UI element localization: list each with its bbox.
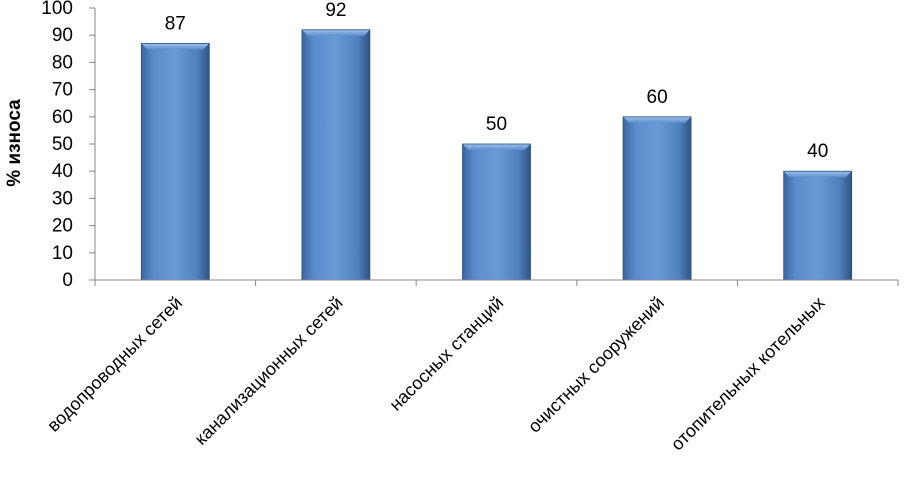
y-tick-label: 60 bbox=[52, 107, 73, 128]
bar-group bbox=[140, 42, 210, 281]
bar-group bbox=[462, 143, 531, 281]
bar bbox=[783, 171, 852, 280]
bar-group bbox=[301, 29, 371, 281]
bar bbox=[141, 43, 210, 280]
bar bbox=[301, 29, 370, 281]
category-label: очистных сооружений bbox=[524, 293, 668, 437]
y-axis-title: % износа bbox=[4, 99, 25, 187]
y-axis: 0 10 20 30 40 50 60 70 80 90 100 bbox=[41, 0, 96, 291]
data-label: 87 bbox=[165, 13, 186, 34]
y-tick-label: 70 bbox=[52, 80, 73, 101]
y-tick-label: 50 bbox=[52, 134, 73, 155]
bar bbox=[623, 116, 692, 280]
y-tick-label: 80 bbox=[52, 52, 73, 73]
y-tick-label: 10 bbox=[52, 243, 73, 264]
data-label: 40 bbox=[807, 141, 828, 162]
category-label: водопроводных сетей bbox=[43, 293, 186, 436]
bar-top-bevel bbox=[623, 116, 692, 123]
bar-top-bevel bbox=[783, 171, 852, 178]
y-tick-label: 90 bbox=[52, 25, 73, 46]
data-label: 50 bbox=[486, 114, 507, 135]
y-tick-label: 100 bbox=[41, 0, 73, 19]
y-tick-label: 20 bbox=[52, 216, 73, 237]
bars: 87 92 50 60 40 bbox=[140, 0, 853, 281]
y-tick-label: 40 bbox=[52, 161, 73, 182]
x-axis: водопроводных сетей канализационных сетей… bbox=[43, 279, 899, 455]
y-tick-label: 30 bbox=[52, 188, 73, 209]
bar-top-bevel bbox=[141, 43, 210, 50]
bar bbox=[462, 144, 531, 280]
bar-group bbox=[622, 116, 692, 281]
y-tick-label: 0 bbox=[62, 270, 73, 291]
bar-top-bevel bbox=[462, 144, 531, 150]
bar-top-bevel bbox=[301, 29, 370, 36]
data-label: 60 bbox=[647, 87, 668, 108]
category-label: насосных станций bbox=[385, 293, 507, 415]
data-label: 92 bbox=[325, 0, 346, 21]
category-label: отопительных котельных bbox=[667, 293, 829, 455]
category-label: канализационных сетей bbox=[191, 293, 347, 449]
bar-group bbox=[783, 170, 853, 281]
